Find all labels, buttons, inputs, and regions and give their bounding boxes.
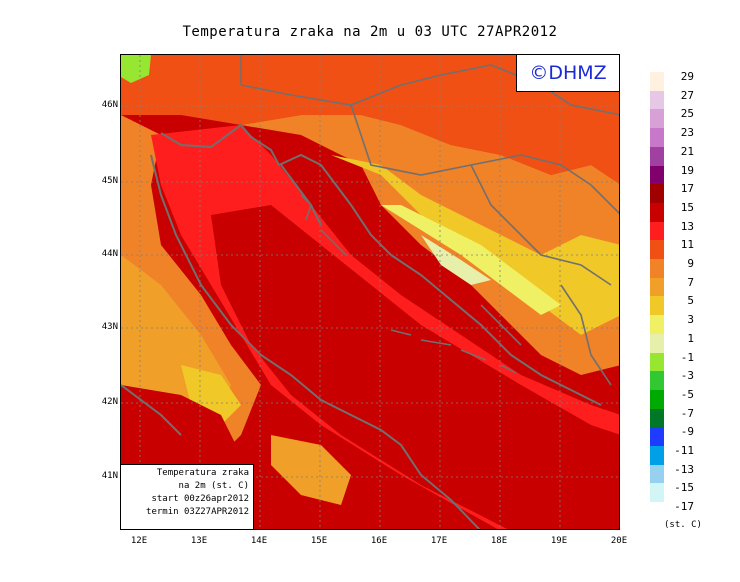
legend-swatch <box>650 352 664 372</box>
temperature-field <box>121 55 619 529</box>
legend-label: 3 <box>687 313 694 327</box>
legend-label: -17 <box>674 500 694 514</box>
lat-label: 44N <box>101 249 118 259</box>
legend-swatch <box>650 296 664 316</box>
coastlines <box>121 123 602 529</box>
legend-label: 27 <box>680 88 694 102</box>
legend-units: (st. C) <box>664 520 702 530</box>
legend-label: 23 <box>680 126 694 140</box>
legend-swatch <box>650 165 664 185</box>
legend-label: 19 <box>680 163 694 177</box>
dinaric-coldest <box>421 235 491 285</box>
legend-label: 29 <box>680 70 694 83</box>
legend-label: 1 <box>687 331 694 345</box>
lon-label: 19E <box>550 536 568 546</box>
graticule <box>121 55 619 529</box>
legend-swatch <box>650 259 664 278</box>
legend-swatch <box>650 277 664 297</box>
legend-swatch <box>650 202 664 222</box>
lon-label: 12E <box>130 536 148 546</box>
lon-label: 17E <box>430 536 448 546</box>
legend-label: -1 <box>680 350 694 364</box>
legend-label: -3 <box>680 369 694 383</box>
legend-swatch <box>650 483 664 503</box>
legend-label: 13 <box>680 219 694 233</box>
gargano <box>271 435 351 505</box>
dinaric-cold <box>381 205 561 315</box>
legend-label: 9 <box>687 257 694 270</box>
legend-label: 25 <box>680 107 694 121</box>
legend-swatch <box>650 109 664 129</box>
sea-warmest <box>211 205 619 529</box>
legend-swatch <box>650 371 664 391</box>
legend-swatch <box>650 315 664 335</box>
legend-swatch <box>650 128 664 148</box>
map-title: Temperatura zraka na 2m u 03 UTC 27APR20… <box>182 24 558 40</box>
temperature-map <box>120 54 620 530</box>
run-info-line: Temperatura zraka <box>156 468 249 478</box>
lat-label: 41N <box>101 471 118 481</box>
color-legend: 29 27 25 23 21 19 17 15 13 11 9 7 5 3 1 -1 -3 -5 -7 -9 -11 -1… <box>650 70 730 522</box>
legend-swatch <box>650 464 664 484</box>
legend-swatch <box>650 146 664 166</box>
lon-label: 20E <box>610 536 628 546</box>
legend-swatch <box>650 446 664 465</box>
legend-swatch <box>650 502 664 522</box>
lon-label: 16E <box>370 536 388 546</box>
legend-label: -7 <box>680 406 694 420</box>
islands <box>300 194 517 374</box>
legend-label: 5 <box>687 294 694 308</box>
lat-label: 45N <box>101 176 118 186</box>
legend-swatch <box>650 389 664 409</box>
legend-label: -9 <box>680 425 694 439</box>
lon-label: 18E <box>490 536 508 546</box>
legend-label: -11 <box>674 444 694 457</box>
lon-label: 13E <box>190 536 208 546</box>
alps-cold <box>121 55 151 83</box>
run-info-line: start 00z26apr2012 <box>151 494 249 504</box>
legend-swatch <box>650 90 664 110</box>
country-borders <box>240 55 619 386</box>
legend-swatch <box>650 408 664 428</box>
legend-swatch <box>650 333 664 353</box>
legend-label: -13 <box>674 462 694 476</box>
legend-label: -5 <box>680 387 694 401</box>
lon-label: 15E <box>310 536 328 546</box>
lat-label: 46N <box>101 100 118 110</box>
legend-label: 11 <box>680 238 694 252</box>
legend-label: 15 <box>680 200 694 214</box>
lat-label: 43N <box>101 322 118 332</box>
lat-label: 42N <box>101 397 118 407</box>
legend-swatch <box>650 427 664 447</box>
legend-swatch <box>650 240 664 260</box>
legend-label: 17 <box>680 182 694 196</box>
legend-swatch <box>650 72 664 91</box>
italy-hills <box>181 365 241 425</box>
dhmz-logo: ©DHMZ <box>516 54 620 92</box>
legend-swatch <box>650 221 664 241</box>
lon-label: 14E <box>250 536 268 546</box>
legend-label: 7 <box>687 275 694 289</box>
legend-label: -15 <box>674 481 694 495</box>
legend-label: 21 <box>680 144 694 158</box>
legend-swatch <box>650 184 664 204</box>
northern-land <box>121 55 619 184</box>
run-info-line: na 2m (st. C) <box>178 481 249 491</box>
run-info-box: Temperatura zraka na 2m (st. C) start 00… <box>120 464 254 530</box>
run-info-line: termin 03Z27APR2012 <box>146 507 249 517</box>
